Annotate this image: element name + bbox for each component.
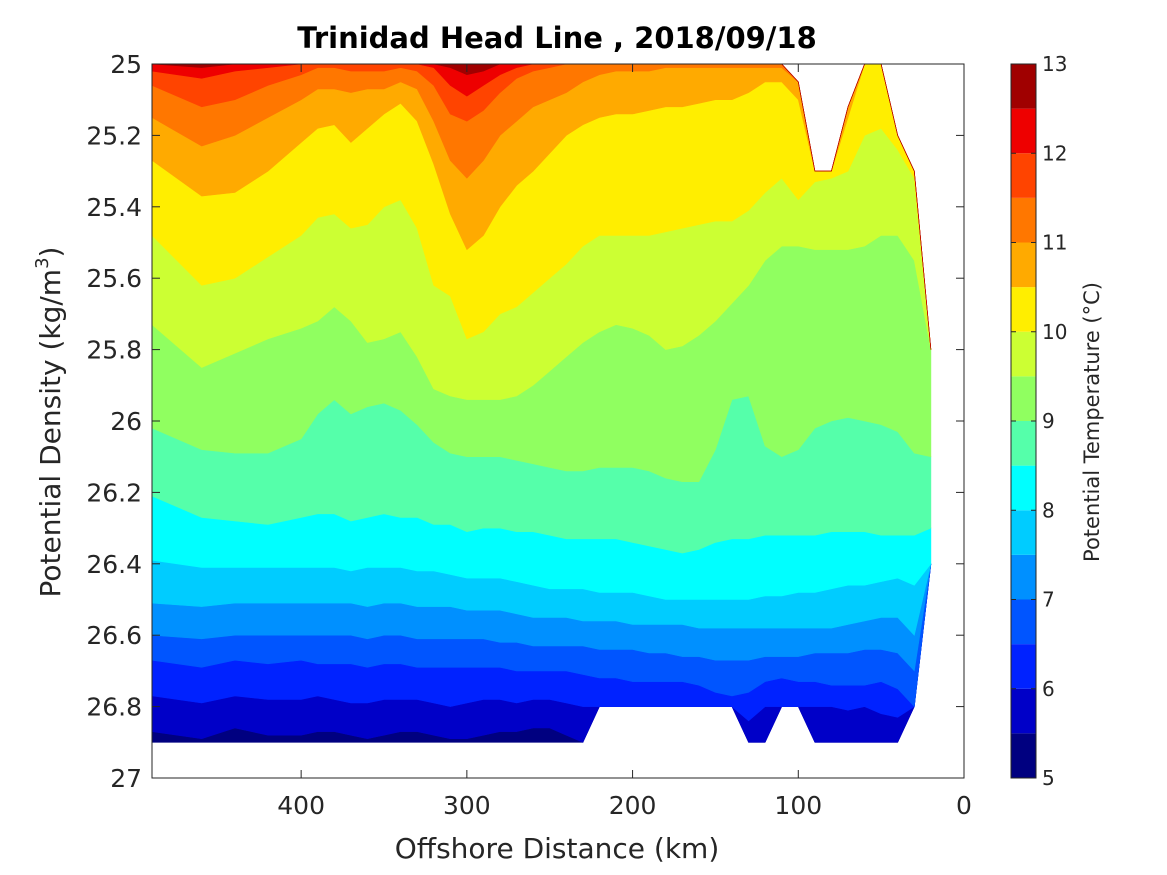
colorbar-swatch: [1011, 64, 1036, 109]
x-tick-label: 200: [609, 791, 657, 820]
y-tick-label: 27: [110, 764, 142, 793]
colorbar-tick-label: 6: [1042, 677, 1055, 701]
colorbar-tick-label: 10: [1042, 320, 1067, 344]
y-tick-label: 26.8: [86, 693, 142, 722]
colorbar-swatch: [1011, 331, 1036, 377]
colorbar: 5 6 7 8 9 10 11 12 13: [1010, 52, 1067, 790]
x-tick-label: 300: [443, 791, 491, 820]
chart-title: Trinidad Head Line , 2018/09/18: [297, 21, 817, 55]
y-tick-label: 26.2: [86, 478, 142, 507]
y-tick-label: 25.6: [86, 264, 142, 293]
y-axis-label-superscript: 3: [32, 257, 53, 268]
colorbar-tick-label: 5: [1042, 766, 1055, 790]
plot-area: [151, 63, 932, 743]
axes: 400 300 200 100 0 25 25.2 25.4 25.6 25.8 26 26.2 26.…: [86, 50, 972, 820]
colorbar-swatch: [1011, 287, 1036, 332]
x-tick-label: 400: [277, 791, 325, 820]
colorbar-swatch: [1011, 644, 1036, 689]
colorbar-swatch: [1011, 688, 1036, 734]
colorbar-tick-label: 7: [1042, 588, 1055, 612]
colorbar-tick-label: 9: [1042, 409, 1055, 433]
colorbar-label: Potential Temperature (°C): [1080, 282, 1104, 562]
y-tick-label: 26.4: [86, 550, 142, 579]
colorbar-swatch: [1011, 376, 1036, 421]
x-tick-label: 100: [774, 791, 822, 820]
colorbar-tick-label: 13: [1042, 52, 1067, 76]
y-tick-label: 26.6: [86, 621, 142, 650]
colorbar-tick-label: 12: [1042, 141, 1067, 165]
colorbar-swatch: [1011, 554, 1036, 600]
colorbar-swatch: [1011, 599, 1036, 645]
x-tick-label: 0: [956, 791, 972, 820]
y-tick-label: 25.4: [86, 193, 142, 222]
colorbar-swatch: [1011, 197, 1036, 243]
colorbar-swatch: [1011, 510, 1036, 555]
y-axis-label: Potential Density (kg/m3): [32, 247, 67, 598]
y-tick-label: 25.2: [86, 121, 142, 150]
colorbar-swatch: [1011, 108, 1036, 154]
colorbar-swatch: [1011, 733, 1036, 778]
y-axis-label-main: Potential Density (kg/m: [34, 269, 67, 598]
x-axis-label: Offshore Distance (km): [395, 832, 720, 865]
y-axis-label-tail: ): [34, 247, 67, 258]
colorbar-tick-label: 11: [1042, 231, 1067, 255]
y-tick-label: 26: [110, 407, 142, 436]
colorbar-swatch: [1011, 153, 1036, 198]
colorbar-swatch: [1011, 242, 1036, 288]
colorbar-swatch: [1011, 421, 1036, 466]
colorbar-tick-label: 8: [1042, 498, 1055, 522]
colorbar-swatch: [1011, 465, 1036, 511]
y-tick-label: 25.8: [86, 336, 142, 365]
y-tick-label: 25: [110, 50, 142, 79]
